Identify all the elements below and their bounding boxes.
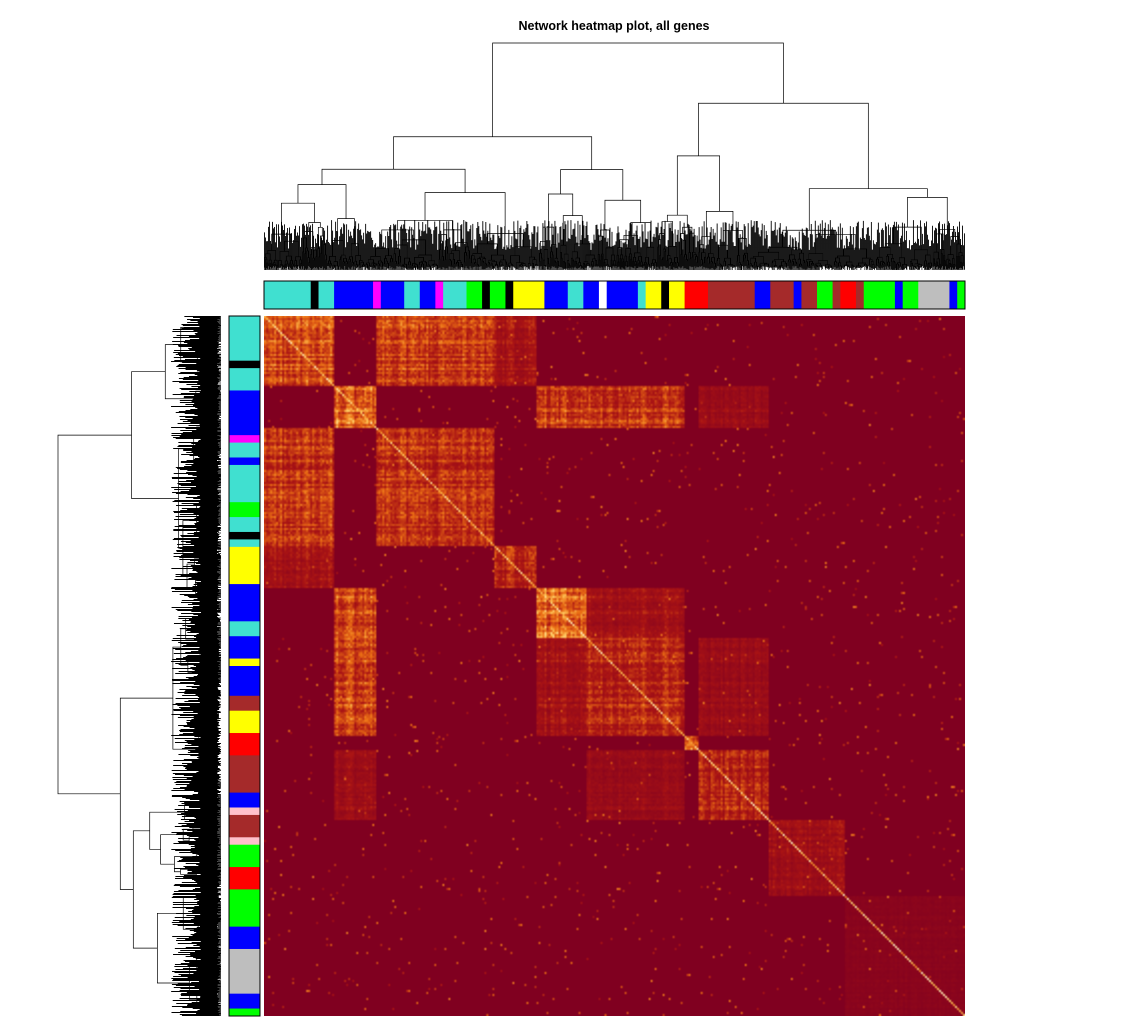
column-module-segment-turquoise xyxy=(404,281,421,309)
row-module-segment-turquoise xyxy=(229,464,260,503)
column-module-segment-yellow xyxy=(669,281,686,309)
row-module-segment-yellow xyxy=(229,658,260,667)
column-module-segment-blue xyxy=(380,281,405,309)
column-module-segment-brown xyxy=(855,281,865,309)
row-module-segment-brown xyxy=(229,755,260,794)
column-module-color-bar xyxy=(263,280,966,310)
heatmap-matrix xyxy=(264,316,965,1016)
row-module-segment-red xyxy=(229,733,260,756)
column-module-segment-blue xyxy=(754,281,771,309)
column-module-segment-green xyxy=(489,281,506,309)
column-module-segment-yellow xyxy=(645,281,662,309)
column-module-segment-green xyxy=(957,281,966,309)
row-module-segment-turquoise xyxy=(229,368,260,391)
column-module-segment-green xyxy=(863,281,896,309)
row-module-segment-green xyxy=(229,889,260,928)
column-module-segment-turquoise xyxy=(443,281,468,309)
column-module-segment-white xyxy=(598,281,608,309)
column-module-segment-grey xyxy=(918,281,950,309)
row-module-segment-blue xyxy=(229,926,260,950)
row-module-segment-turquoise xyxy=(229,517,260,533)
column-module-segment-brown xyxy=(801,281,818,309)
row-module-segment-blue xyxy=(229,636,260,660)
row-module-segment-blue xyxy=(229,390,260,436)
row-module-segment-brown xyxy=(229,695,260,712)
row-module-segment-blue xyxy=(229,457,260,466)
row-module-segment-pink xyxy=(229,837,260,846)
row-module-segment-green xyxy=(229,844,260,868)
column-module-segment-black xyxy=(482,281,491,309)
column-dendrogram-leaves xyxy=(264,220,965,270)
row-module-segment-black xyxy=(229,360,260,369)
heatmap-cells xyxy=(264,316,965,1016)
column-module-segment-magenta xyxy=(373,281,382,309)
row-dendrogram-leaves xyxy=(171,316,221,1016)
row-module-segment-turquoise xyxy=(229,539,260,548)
column-module-segment-magenta xyxy=(435,281,444,309)
row-module-segment-green xyxy=(229,502,260,518)
row-module-segment-grey xyxy=(229,948,260,995)
chart-title: Network heatmap plot, all genes xyxy=(518,19,709,33)
column-module-segment-green xyxy=(817,281,834,309)
column-module-segment-turquoise xyxy=(637,281,647,309)
row-module-segment-blue xyxy=(229,993,260,1010)
column-module-outline xyxy=(263,280,966,310)
column-module-segment-turquoise xyxy=(264,281,312,309)
column-module-segment-brown xyxy=(707,281,756,309)
row-module-segment-yellow xyxy=(229,710,260,734)
column-module-segment-red xyxy=(840,281,857,309)
row-module-color-bar xyxy=(228,315,261,1017)
column-module-segment-blue xyxy=(606,281,639,309)
column-module-segment-blue xyxy=(544,281,569,309)
row-module-segment-yellow xyxy=(229,546,260,585)
column-module-segment-turquoise xyxy=(567,281,584,309)
row-module-segment-red xyxy=(229,867,260,890)
row-module-segment-turquoise xyxy=(229,442,260,458)
column-module-segment-black xyxy=(661,281,670,309)
row-module-segment-blue xyxy=(229,584,260,622)
column-module-segment-blue xyxy=(894,281,904,309)
row-dendrogram xyxy=(57,316,221,1016)
column-module-segment-blue xyxy=(334,281,374,309)
column-module-segment-black xyxy=(505,281,514,309)
row-module-segment-green xyxy=(229,1008,260,1017)
column-module-segment-blue xyxy=(793,281,802,309)
column-module-segment-brown xyxy=(832,281,841,309)
column-module-segment-yellow xyxy=(513,281,545,309)
column-module-segment-green xyxy=(902,281,919,309)
column-dendrogram xyxy=(264,42,965,270)
column-module-segment-blue xyxy=(419,281,436,309)
column-module-segment-black xyxy=(310,281,320,309)
row-module-segment-magenta xyxy=(229,435,260,444)
row-module-segment-turquoise xyxy=(229,316,260,362)
column-module-segment-red xyxy=(684,281,709,309)
column-module-segment-green xyxy=(466,281,483,309)
column-module-segment-brown xyxy=(770,281,795,309)
column-module-segment-blue xyxy=(583,281,600,309)
row-module-outline xyxy=(228,315,261,1017)
row-module-segment-pink xyxy=(229,807,260,816)
column-module-segment-turquoise xyxy=(318,281,335,309)
row-module-segment-turquoise xyxy=(229,621,260,637)
row-module-segment-blue xyxy=(229,666,260,697)
row-module-segment-blue xyxy=(229,792,260,808)
row-module-segment-brown xyxy=(229,814,260,838)
row-module-segment-black xyxy=(229,531,260,540)
column-module-segment-blue xyxy=(949,281,958,309)
